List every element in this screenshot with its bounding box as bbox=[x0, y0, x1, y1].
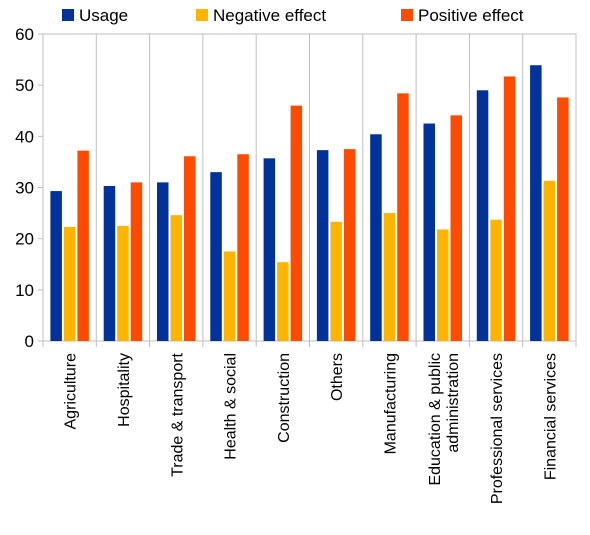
y-tick-label: 0 bbox=[25, 332, 34, 351]
category-label-line: Manufacturing bbox=[382, 353, 399, 454]
bar-usage bbox=[157, 182, 169, 341]
category-label: Manufacturing bbox=[382, 353, 399, 454]
bar-usage bbox=[316, 150, 329, 341]
y-tick-label: 10 bbox=[15, 281, 34, 300]
category-label-line: Professional services bbox=[489, 353, 506, 504]
bar-positive-effect bbox=[290, 105, 303, 341]
category-label: Agriculture bbox=[63, 353, 80, 430]
legend-label: Usage bbox=[79, 6, 128, 25]
category-label-line: Trade & transport bbox=[169, 352, 186, 476]
category-label: Education & publicadministration bbox=[427, 353, 462, 486]
bar-positive-effect bbox=[237, 154, 249, 341]
bar-negative-effect bbox=[490, 219, 502, 341]
bar-usage bbox=[50, 191, 62, 341]
category-label: Others bbox=[329, 353, 346, 401]
category-label: Construction bbox=[276, 353, 293, 443]
bar-negative-effect bbox=[117, 225, 129, 341]
category-label-line: Hospitality bbox=[116, 353, 133, 427]
category-label-line: Others bbox=[329, 353, 346, 401]
legend-swatch bbox=[401, 9, 413, 21]
bar-positive-effect bbox=[77, 150, 89, 341]
bar-usage bbox=[210, 172, 222, 341]
legend-item: Usage bbox=[62, 6, 128, 25]
bar-positive-effect bbox=[557, 97, 569, 342]
bar-positive-effect bbox=[450, 115, 462, 341]
category-label: Trade & transport bbox=[169, 352, 186, 476]
category-label-line: Health & social bbox=[223, 353, 240, 460]
bar-positive-effect bbox=[397, 93, 409, 341]
y-tick-label: 40 bbox=[15, 127, 34, 146]
bar-negative-effect bbox=[330, 221, 342, 341]
legend-item: Negative effect bbox=[196, 6, 326, 25]
bar-negative-effect bbox=[170, 215, 182, 341]
bar-negative-effect bbox=[223, 251, 236, 341]
legend-item: Positive effect bbox=[401, 6, 524, 25]
bar-negative-effect bbox=[383, 213, 396, 341]
bar-usage bbox=[263, 158, 276, 341]
legend-label: Negative effect bbox=[213, 6, 326, 25]
bar-positive-effect bbox=[343, 149, 356, 341]
category-label-line: administration bbox=[445, 353, 462, 453]
y-tick-label: 50 bbox=[15, 76, 34, 95]
bar-negative-effect bbox=[63, 226, 76, 341]
y-tick-label: 60 bbox=[15, 25, 34, 44]
bar-usage bbox=[103, 185, 116, 341]
bar-usage bbox=[423, 123, 435, 342]
bar-usage bbox=[530, 65, 542, 341]
bar-positive-effect bbox=[130, 182, 143, 341]
bar-negative-effect bbox=[437, 229, 449, 341]
category-label: Professional services bbox=[489, 353, 506, 504]
legend-swatch bbox=[196, 9, 208, 21]
category-label: Hospitality bbox=[116, 353, 133, 427]
y-tick-label: 30 bbox=[15, 179, 34, 198]
category-label: Health & social bbox=[223, 353, 240, 460]
category-label: Financial services bbox=[542, 353, 559, 480]
legend-label: Positive effect bbox=[418, 6, 524, 25]
bar-usage bbox=[370, 134, 382, 341]
category-label-line: Agriculture bbox=[63, 353, 80, 430]
bar-negative-effect bbox=[277, 262, 289, 341]
category-label-line: Financial services bbox=[542, 353, 559, 480]
y-tick-label: 20 bbox=[15, 230, 34, 249]
bar-negative-effect bbox=[543, 180, 556, 341]
bar-positive-effect bbox=[184, 156, 196, 341]
category-label-line: Construction bbox=[276, 353, 293, 443]
legend-swatch bbox=[62, 9, 74, 21]
bar-usage bbox=[476, 90, 489, 342]
bar-positive-effect bbox=[503, 76, 516, 342]
category-label-line: Education & public bbox=[427, 353, 444, 486]
